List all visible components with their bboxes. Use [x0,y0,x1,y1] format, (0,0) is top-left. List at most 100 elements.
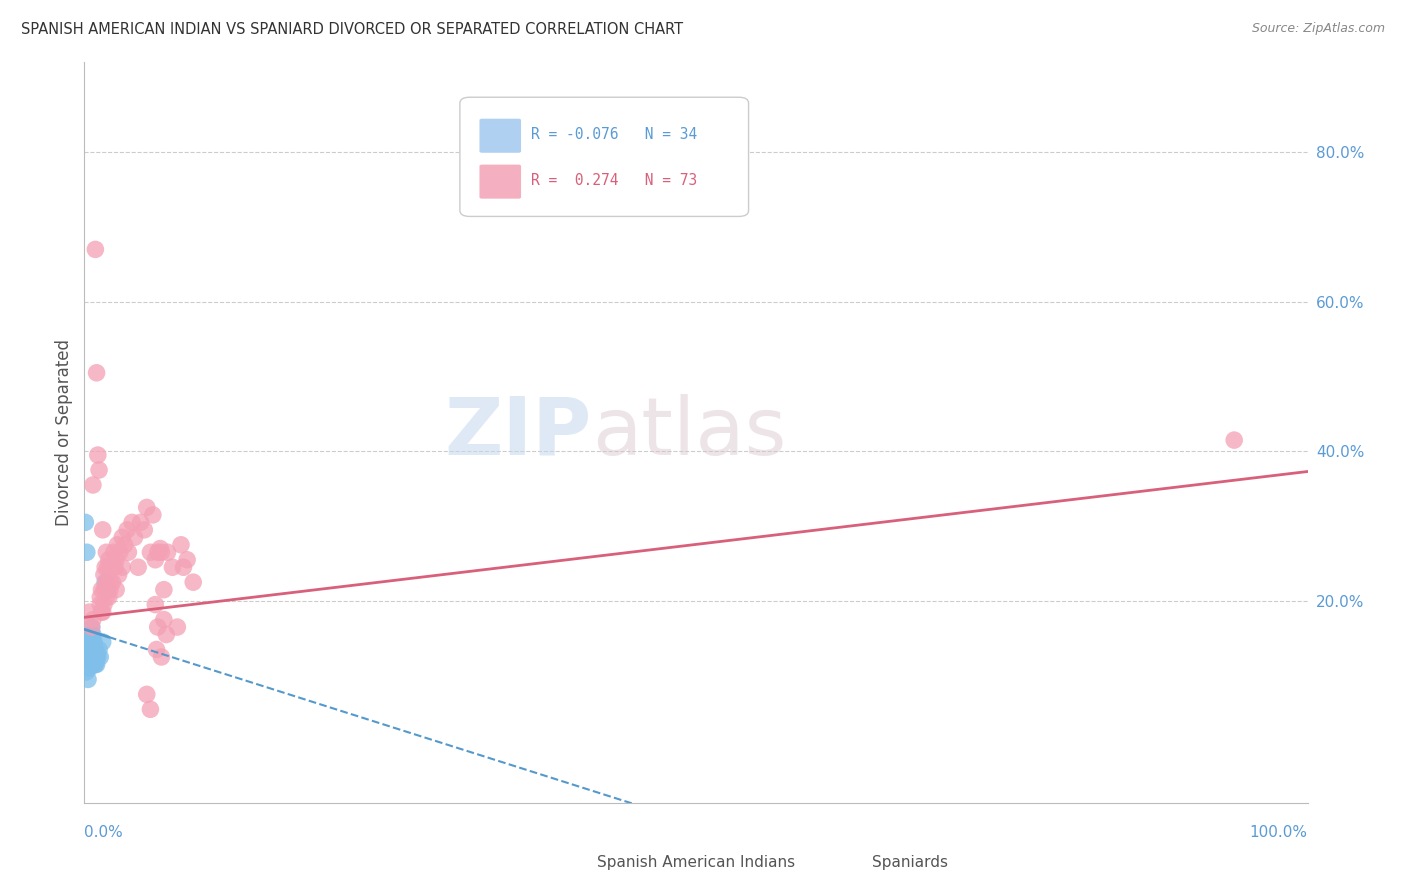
Point [82,650,104,665]
Point [87,448,110,462]
Point [84,650,107,665]
Point [87,642,110,657]
FancyBboxPatch shape [834,833,870,860]
Point [79,635,101,649]
Point [105,538,128,552]
Point [1223,433,1246,447]
Point [82,478,104,492]
Point [105,553,128,567]
Point [176,553,198,567]
Point [98,582,121,597]
Point [100,560,122,574]
Point [97,590,120,604]
Point [77,673,100,687]
Point [153,613,176,627]
Point [172,560,194,574]
Point [127,560,149,574]
Text: R = -0.076   N = 34: R = -0.076 N = 34 [531,127,697,142]
Point [82,635,104,649]
Point [153,582,176,597]
Point [145,642,167,657]
Point [79,627,101,641]
Point [91,523,114,537]
Point [149,541,172,556]
Point [146,620,169,634]
Point [80,627,103,641]
Point [77,650,100,665]
Point [156,545,179,559]
Point [84,657,107,672]
FancyBboxPatch shape [460,97,748,217]
Point [86,366,108,380]
Point [115,523,138,537]
Point [114,538,136,552]
Point [143,598,166,612]
Point [150,650,173,665]
Point [77,661,100,675]
Point [75,516,97,530]
Point [84,243,107,257]
Text: SPANISH AMERICAN INDIAN VS SPANIARD DIVORCED OR SEPARATED CORRELATION CHART: SPANISH AMERICAN INDIAN VS SPANIARD DIVO… [21,22,683,37]
Point [134,523,156,537]
Text: Spanish American Indians: Spanish American Indians [598,855,794,870]
Point [80,620,103,634]
Point [91,605,114,619]
Point [117,545,139,559]
Point [104,560,127,574]
Text: ZIP: ZIP [444,393,592,472]
Point [129,516,152,530]
Point [108,545,131,559]
Point [166,620,188,634]
Point [80,620,103,634]
Text: atlas: atlas [592,393,786,472]
Point [82,613,104,627]
Point [89,598,111,612]
Text: Source: ZipAtlas.com: Source: ZipAtlas.com [1251,22,1385,36]
Point [111,560,134,574]
Point [82,642,104,657]
Point [98,575,121,590]
Point [93,598,115,612]
Point [139,702,162,716]
Point [94,575,117,590]
Point [83,635,105,649]
Point [150,545,173,559]
Point [87,650,110,665]
Point [94,582,117,597]
FancyBboxPatch shape [479,165,522,199]
Point [83,657,105,672]
Point [101,575,124,590]
Point [89,590,111,604]
Point [93,567,115,582]
Point [80,642,103,657]
Point [90,605,112,619]
Text: R =  0.274   N = 73: R = 0.274 N = 73 [531,173,697,188]
Text: Spaniards: Spaniards [872,855,948,870]
Point [97,582,120,597]
Point [87,463,110,477]
Point [82,627,104,641]
Point [82,657,104,672]
Point [90,582,112,597]
Point [94,560,117,574]
Point [97,582,120,597]
Point [142,508,165,522]
Point [79,642,101,657]
Point [84,642,107,657]
Point [124,530,146,544]
Point [146,545,169,559]
Point [86,657,108,672]
Point [80,650,103,665]
Point [75,665,97,679]
Point [89,650,111,665]
Point [135,687,157,701]
Point [93,582,115,597]
Point [80,635,103,649]
Point [139,545,162,559]
Point [103,545,125,559]
Point [170,538,193,552]
Point [76,545,98,559]
Point [97,553,120,567]
Point [96,590,118,604]
Text: 100.0%: 100.0% [1250,825,1308,840]
